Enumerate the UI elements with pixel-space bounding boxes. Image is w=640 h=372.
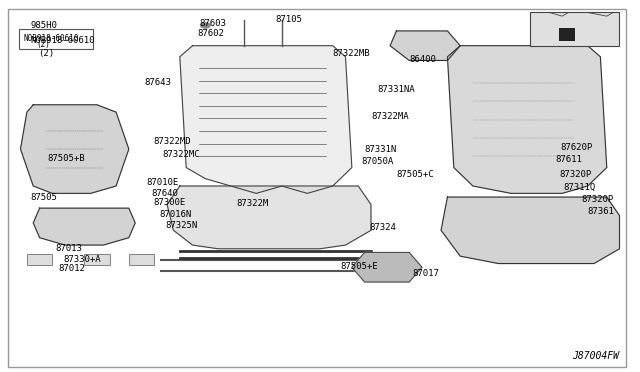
Text: 87505: 87505 [30,193,57,202]
Text: (2): (2) [38,49,54,58]
Text: 87320P: 87320P [581,195,614,204]
Text: 87324: 87324 [370,223,397,232]
Bar [84,254,109,265]
Text: 87603: 87603 [199,19,226,28]
Bar [129,254,154,265]
Text: 87620P: 87620P [561,143,593,152]
Text: 87017: 87017 [412,269,439,278]
Text: 87050A: 87050A [362,157,394,166]
Text: 87640: 87640 [151,189,178,198]
Text: 87330+A: 87330+A [64,254,102,264]
Text: 87322MB: 87322MB [333,49,371,58]
Text: 87361: 87361 [588,206,614,216]
Polygon shape [167,186,371,249]
Polygon shape [352,253,422,282]
Polygon shape [180,46,352,193]
Text: 87611: 87611 [556,155,582,164]
Text: 87311Q: 87311Q [563,183,596,192]
Polygon shape [447,46,607,193]
Bar [559,28,575,41]
Circle shape [200,22,211,28]
Text: N0B918-60610: N0B918-60610 [30,36,95,45]
Text: 87325N: 87325N [166,221,198,230]
Text: 87322MC: 87322MC [162,150,200,159]
Text: 87643: 87643 [145,78,172,87]
Text: 87012: 87012 [59,264,86,273]
Text: 87010E: 87010E [147,178,179,187]
Polygon shape [33,208,135,245]
Text: 87320P: 87320P [559,170,591,179]
Text: 87013: 87013 [56,244,83,253]
Polygon shape [441,197,620,263]
Text: 87331N: 87331N [365,145,397,154]
Text: N0B918-60610: N0B918-60610 [24,34,79,43]
Text: 87602: 87602 [198,29,225,38]
Text: 87505+E: 87505+E [340,262,378,271]
Text: 87322MA: 87322MA [371,112,408,121]
Text: 87331NA: 87331NA [378,85,415,94]
Text: (2): (2) [36,40,51,49]
Text: 87322MD: 87322MD [153,137,191,146]
Text: 87016N: 87016N [159,210,191,219]
Polygon shape [390,31,460,61]
Text: 86400: 86400 [409,55,436,64]
Text: 87322M: 87322M [236,199,268,208]
Text: 87505+B: 87505+B [47,154,85,163]
Bar [19,29,93,49]
Bar [27,254,52,265]
Text: 87505+C: 87505+C [396,170,434,179]
Bar [531,13,620,46]
Text: 985H0: 985H0 [30,21,57,30]
Polygon shape [20,105,129,193]
Text: J87004FW: J87004FW [573,351,620,361]
Text: 87300E: 87300E [153,198,186,207]
Text: 87105: 87105 [275,15,302,23]
